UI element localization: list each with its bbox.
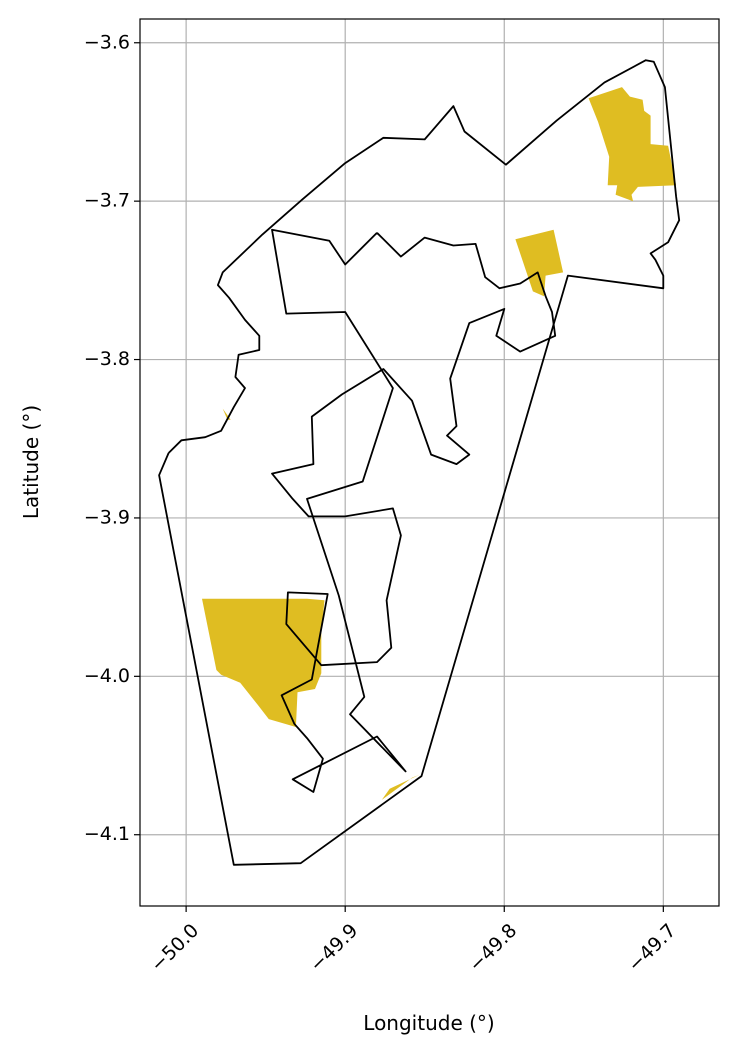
region-boundary: [158, 59, 681, 866]
y-tick-label: −3.7: [84, 190, 130, 212]
outlines: [158, 59, 681, 866]
y-tick-label: −3.8: [84, 348, 130, 370]
colored-patch: [202, 598, 325, 727]
river-outline: [271, 228, 557, 793]
colored-patch: [381, 774, 420, 800]
x-axis-title: Longitude (°): [363, 1011, 494, 1035]
colored-patch: [515, 229, 564, 297]
y-tick-label: −3.9: [84, 506, 130, 528]
y-axis-title: Latitude (°): [19, 405, 43, 519]
colored-patch: [588, 87, 677, 202]
x-tick-label: −50.0: [147, 920, 204, 977]
colored-patches: [202, 87, 677, 800]
y-tick-label: −4.0: [84, 665, 130, 687]
y-tick-label: −3.6: [84, 31, 130, 53]
y-tick-label: −4.1: [84, 823, 130, 845]
axes-frame: [139, 18, 720, 907]
x-tick-label: −49.8: [465, 920, 522, 977]
x-tick-label: −49.7: [624, 920, 681, 977]
x-tick-label: −49.9: [306, 920, 363, 977]
